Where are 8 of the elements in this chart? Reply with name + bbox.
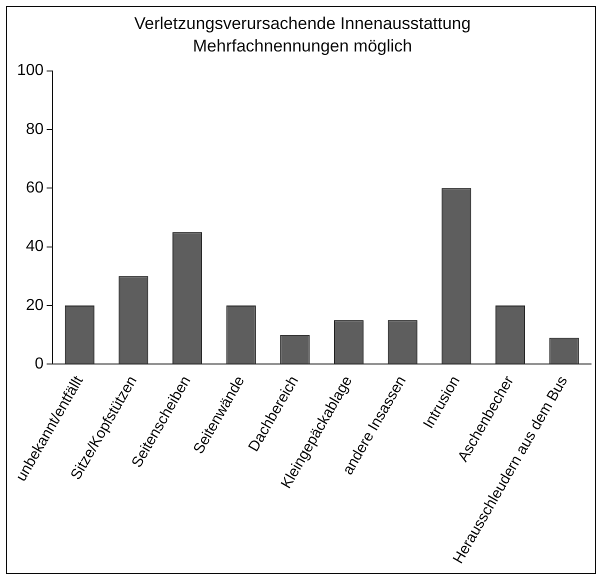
y-tick-label: 100 — [16, 62, 44, 80]
chart-title: Verletzungsverursachende Innenausstattung — [134, 14, 471, 33]
y-tick-label: 40 — [26, 238, 44, 256]
y-tick-label: 80 — [26, 120, 44, 138]
chart-subtitle: Mehrfachnennungen möglich — [192, 36, 412, 56]
y-tick-label: 20 — [26, 296, 44, 314]
y-tick-label: 0 — [34, 356, 44, 373]
y-tick-label: 60 — [26, 180, 44, 197]
